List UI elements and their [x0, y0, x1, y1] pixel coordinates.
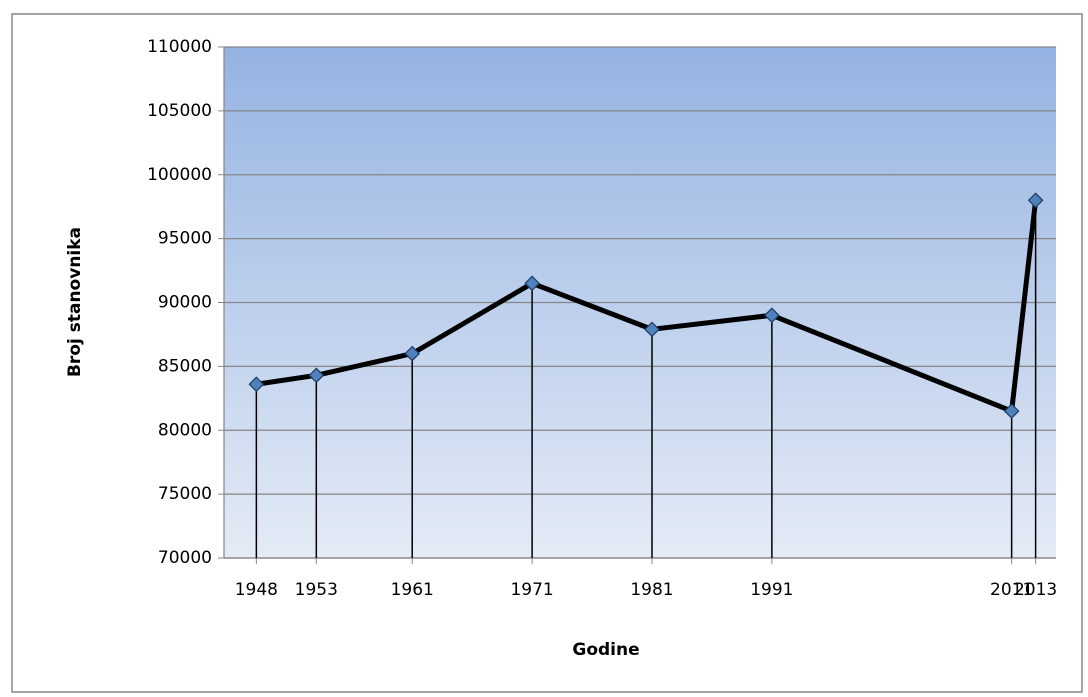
- x-tick-label: 1961: [391, 580, 434, 600]
- y-tick-label: 105000: [147, 101, 212, 121]
- y-tick-label: 100000: [147, 165, 212, 185]
- y-tick-label: 75000: [158, 484, 212, 504]
- marker: [524, 275, 540, 292]
- x-tick-label: 1948: [235, 580, 278, 600]
- x-tick-label: 1953: [295, 580, 338, 600]
- line-series: [256, 200, 1039, 414]
- y-tick-label: 90000: [158, 293, 212, 313]
- marker: [248, 376, 265, 393]
- marker: [1003, 403, 1020, 419]
- y-tick-label: 110000: [147, 37, 212, 57]
- y-tick-label: 85000: [158, 356, 212, 376]
- x-axis-title: Godine: [572, 640, 639, 660]
- x-tick-label: 2013: [1014, 580, 1057, 600]
- x-tick-label: 2011: [990, 580, 1033, 600]
- marker: [764, 307, 780, 324]
- marker: [404, 345, 421, 362]
- marker: [1027, 192, 1044, 209]
- x-tick-label: 1991: [750, 580, 793, 600]
- y-tick-label: 80000: [158, 420, 212, 440]
- y-tick-label: 95000: [158, 229, 212, 249]
- y-tick-label: 70000: [158, 548, 212, 568]
- marker: [644, 321, 660, 338]
- y-axis-title: Broj stanovnika: [65, 227, 85, 377]
- marker: [308, 367, 325, 384]
- x-tick-label: 1981: [630, 580, 673, 600]
- x-tick-label: 1971: [510, 580, 553, 600]
